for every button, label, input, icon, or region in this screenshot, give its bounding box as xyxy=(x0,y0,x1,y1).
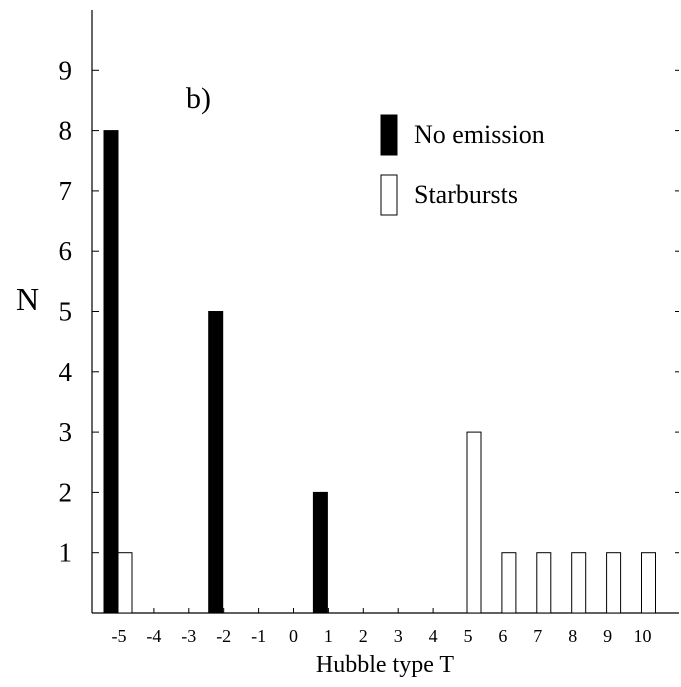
x-tick-label: -5 xyxy=(112,626,127,646)
bar-starbursts xyxy=(501,552,517,614)
x-tick-label: 9 xyxy=(603,626,612,646)
y-tick-label: 5 xyxy=(59,297,73,327)
x-tick-label: 6 xyxy=(498,626,507,646)
y-axis-ticks: 1 2 3 4 5 6 7 8 9 xyxy=(59,55,679,568)
y-tick-label: 7 xyxy=(59,176,73,206)
bars-group xyxy=(103,130,656,614)
y-tick-label: 3 xyxy=(59,417,73,447)
bar-starbursts xyxy=(536,552,552,614)
bar-starbursts xyxy=(117,552,133,614)
x-tick-label: 4 xyxy=(429,626,438,646)
y-tick-label: 8 xyxy=(59,116,73,146)
bar-no-emission xyxy=(103,130,119,614)
bar-starbursts xyxy=(641,552,656,614)
x-tick-label: 10 xyxy=(634,626,652,646)
x-tick-label: 8 xyxy=(568,626,577,646)
bar-starbursts xyxy=(466,431,482,614)
bar-no-emission xyxy=(312,491,328,614)
legend-swatch-starbursts xyxy=(380,174,398,216)
plot-frame xyxy=(91,10,679,614)
x-tick-label: 0 xyxy=(289,626,298,646)
x-tick-label: -3 xyxy=(181,626,196,646)
x-tick-label: 7 xyxy=(533,626,542,646)
y-tick-label: 6 xyxy=(59,236,73,266)
legend-label-no-emission: No emission xyxy=(414,120,545,149)
legend: No emission Starbursts xyxy=(380,114,545,216)
panel-label: b) xyxy=(186,82,211,115)
x-axis-label: Hubble type T xyxy=(316,652,455,678)
bar-starbursts xyxy=(606,552,622,614)
x-tick-label: 5 xyxy=(464,626,473,646)
x-tick-label: 3 xyxy=(394,626,403,646)
x-tick-label: 1 xyxy=(324,626,333,646)
y-tick-label: 9 xyxy=(59,55,73,85)
x-tick-label: -4 xyxy=(146,626,161,646)
y-tick-label: 1 xyxy=(59,538,73,568)
x-tick-label: -2 xyxy=(216,626,231,646)
x-axis-ticks: -5 -4 -3 -2 -1 0 1 2 3 4 5 6 7 8 9 10 xyxy=(112,608,652,646)
x-tick-label: 2 xyxy=(359,626,368,646)
bar-starbursts xyxy=(571,552,587,614)
bar-no-emission xyxy=(208,311,224,614)
x-tick-label: -1 xyxy=(251,626,266,646)
y-tick-label: 4 xyxy=(59,357,73,387)
y-tick-label: 2 xyxy=(59,477,73,507)
legend-label-starbursts: Starbursts xyxy=(414,180,518,209)
legend-swatch-no-emission xyxy=(380,114,398,156)
y-axis-label: N xyxy=(16,281,39,317)
